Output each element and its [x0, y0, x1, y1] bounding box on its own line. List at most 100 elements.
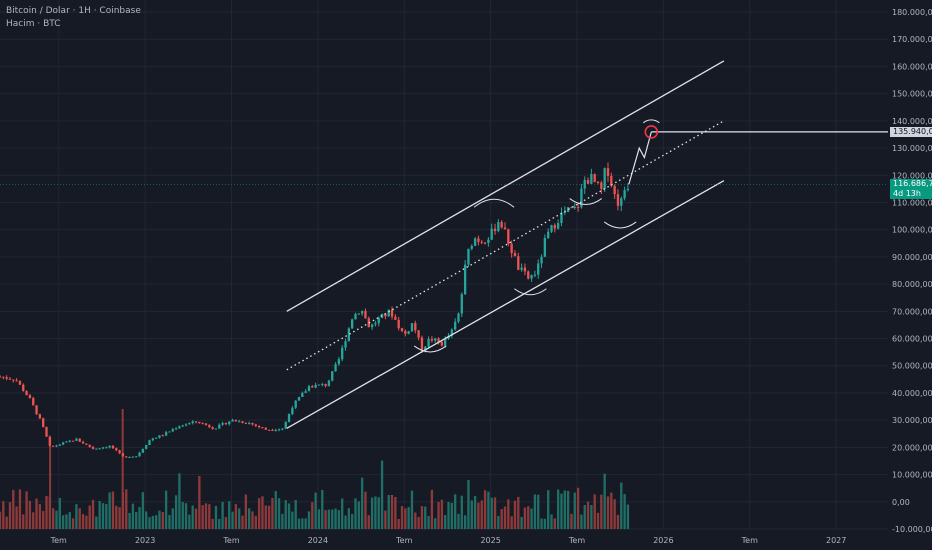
- candle-body: [467, 248, 470, 265]
- candle-body: [384, 313, 387, 317]
- candle-body: [161, 435, 164, 437]
- candle-body: [135, 456, 138, 458]
- candle-body: [414, 323, 417, 331]
- candle-body: [244, 422, 248, 424]
- volume-bar: [164, 490, 168, 529]
- volume-bar: [12, 489, 15, 529]
- volume-bar: [537, 494, 540, 529]
- x-tick-label: 2027: [826, 536, 846, 545]
- x-tick-label: 2026: [653, 536, 673, 545]
- candle-body: [576, 207, 580, 209]
- candle-body: [370, 324, 374, 328]
- candle-body: [254, 424, 257, 426]
- current-price-tag: 116.686,73 4d 13h: [890, 179, 932, 200]
- volume-bar: [603, 473, 606, 529]
- candle-body: [440, 341, 444, 346]
- target-price-value: 135.940,02: [893, 126, 932, 136]
- volume-bar: [184, 503, 188, 529]
- candle-body: [570, 207, 573, 209]
- volume-bar: [327, 509, 331, 529]
- volume-bar: [171, 508, 174, 529]
- candle-body: [483, 242, 487, 244]
- y-tick-label: 130.000,00: [892, 144, 932, 153]
- candle-body: [507, 229, 510, 244]
- volume-bar: [178, 473, 181, 529]
- volume-bar: [271, 497, 274, 529]
- candle-body: [493, 228, 497, 232]
- time-axis[interactable]: Tem 2023 Tem 2024 Tem 2025 Tem 2026 Tem 2027: [50, 536, 847, 545]
- candle-body: [623, 190, 626, 199]
- candle-body: [168, 431, 171, 433]
- volume-bar: [91, 499, 95, 529]
- y-tick-label: 40.000,00: [892, 389, 932, 398]
- volume-bar: [244, 494, 248, 529]
- volume-bar: [264, 505, 267, 529]
- volume-bar: [151, 515, 154, 529]
- volume-bar: [503, 506, 507, 529]
- candle-body: [91, 446, 95, 449]
- candle-body: [294, 400, 297, 408]
- candle-body: [108, 445, 111, 448]
- volume-bar: [387, 495, 390, 529]
- volume-bar: [214, 506, 218, 529]
- volume-bar: [158, 510, 161, 529]
- volume-bar: [434, 518, 437, 529]
- candle-body: [354, 313, 357, 320]
- volume-bar: [560, 493, 563, 529]
- volume-bar: [211, 518, 214, 529]
- volume-bar: [125, 489, 128, 529]
- volume-bar: [115, 505, 118, 529]
- candle-body: [181, 425, 184, 427]
- candle-body: [42, 418, 45, 427]
- candle-body: [228, 421, 231, 425]
- y-tick-label: 30.000,00: [892, 416, 932, 425]
- volume-bar: [424, 506, 427, 529]
- candle-body: [5, 377, 8, 379]
- candle-body: [387, 309, 390, 317]
- candle-body: [480, 241, 483, 243]
- candle-body: [154, 437, 158, 439]
- target-price-tag: 135.940,02: [890, 126, 932, 137]
- candle-body: [560, 212, 563, 224]
- candle-body: [98, 448, 101, 450]
- volume-bar: [42, 511, 45, 529]
- volume-bar: [347, 508, 351, 529]
- volume-bar: [417, 516, 420, 529]
- candle-body: [204, 423, 208, 426]
- volume-bar: [390, 494, 394, 529]
- volume-bar: [145, 511, 148, 529]
- x-tick-label: 2023: [135, 536, 155, 545]
- candle-body: [586, 179, 590, 184]
- volume-bar: [380, 460, 384, 529]
- candle-body: [600, 182, 603, 189]
- volume-bar: [520, 516, 523, 529]
- volume-bar: [447, 502, 450, 529]
- x-tick-label: Tem: [395, 536, 412, 545]
- volume-bar: [267, 505, 271, 529]
- volume-bar: [370, 497, 374, 529]
- candle-body: [198, 421, 201, 424]
- volume-bar: [234, 504, 238, 529]
- candle-body: [550, 225, 553, 232]
- candle-body: [284, 422, 287, 429]
- price-axis[interactable]: 180.000,00 170.000,00 160.000,00 150.000,00…: [892, 8, 932, 534]
- volume-bar: [547, 490, 550, 529]
- projection-path: [628, 131, 652, 185]
- candle-body: [22, 384, 25, 392]
- volume-bar: [18, 489, 22, 529]
- candle-body: [277, 429, 281, 431]
- volume-bar: [530, 508, 533, 529]
- volume-bar: [414, 512, 417, 529]
- swing-low-arc: [603, 221, 637, 229]
- volume-bar: [321, 489, 324, 529]
- volume-bar: [0, 511, 2, 529]
- target-arc: [642, 119, 660, 124]
- candle-body: [537, 263, 540, 275]
- candle-body: [347, 328, 351, 342]
- candle-body: [620, 198, 623, 206]
- volume-bar: [427, 516, 430, 529]
- candle-body: [51, 445, 55, 447]
- x-tick-label: Tem: [222, 536, 239, 545]
- volume-bar: [251, 511, 254, 529]
